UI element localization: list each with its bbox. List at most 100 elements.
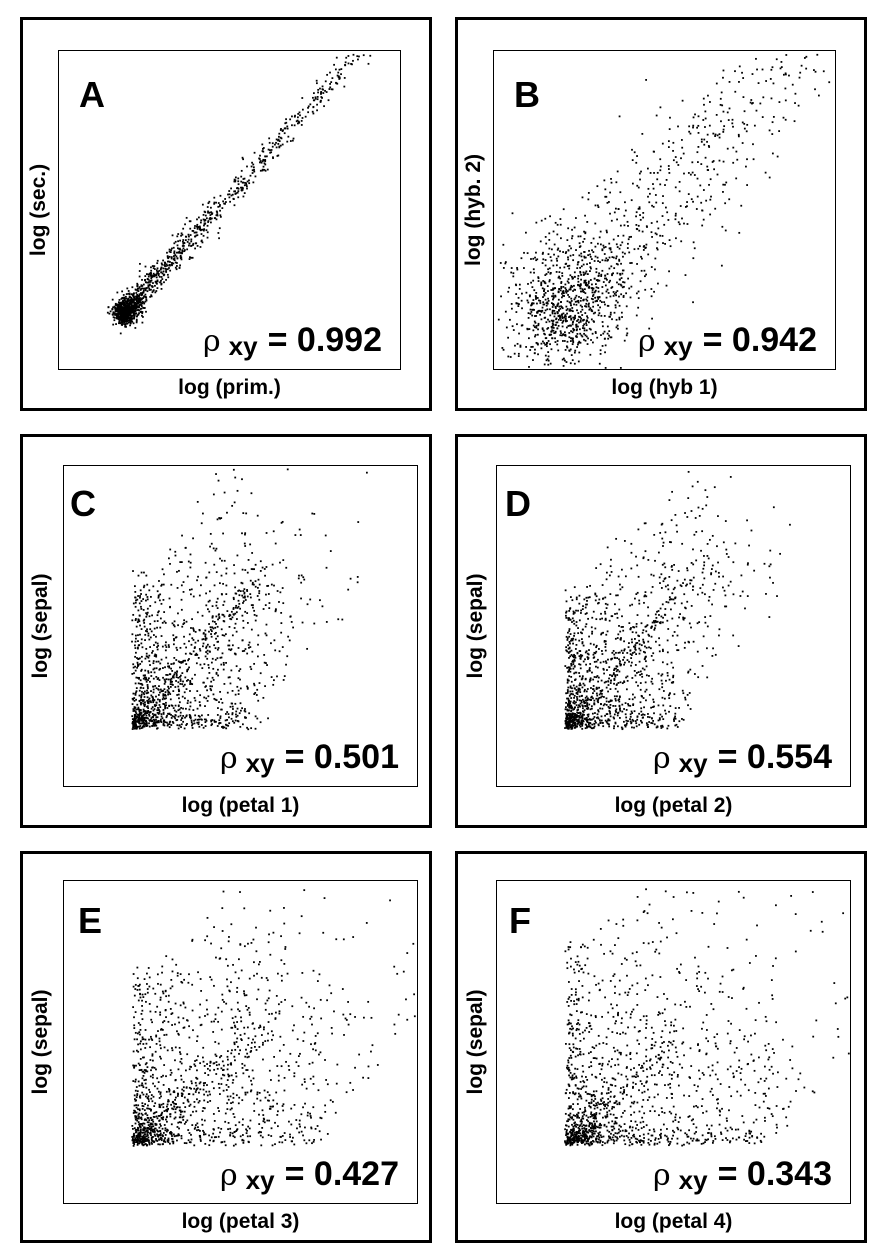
scatter-point	[140, 727, 143, 729]
scatter-point	[539, 313, 542, 316]
scatter-point	[204, 633, 207, 636]
scatter-point	[140, 670, 143, 672]
scatter-point	[588, 635, 590, 638]
scatter-point	[154, 653, 157, 656]
scatter-point	[153, 719, 156, 722]
scatter-point	[542, 251, 544, 254]
scatter-point	[677, 164, 680, 166]
scatter-point	[148, 660, 151, 663]
scatter-point	[205, 229, 208, 232]
scatter-point	[746, 123, 749, 126]
scatter-point	[158, 708, 160, 711]
scatter-point	[220, 628, 223, 631]
scatter-point	[137, 706, 140, 709]
scatter-point	[240, 581, 243, 584]
scatter-point	[196, 218, 198, 221]
scatter-point	[710, 195, 712, 198]
scatter-point	[595, 650, 598, 653]
scatter-point	[580, 297, 582, 299]
scatter-point	[236, 489, 239, 492]
scatter-point	[704, 156, 707, 159]
scatter-point	[205, 645, 208, 648]
scatter-point	[592, 692, 594, 695]
scatter-point	[268, 602, 271, 604]
scatter-point	[139, 289, 142, 291]
scatter-point	[125, 325, 127, 328]
scatter-point	[737, 135, 740, 138]
scatter-point	[140, 292, 142, 294]
scatter-point	[704, 489, 707, 492]
scatter-point	[652, 659, 655, 662]
scatter-point	[517, 296, 520, 299]
scatter-point	[577, 360, 580, 363]
scatter-point	[230, 187, 232, 190]
scatter-point	[609, 593, 612, 595]
scatter-point	[234, 476, 237, 479]
scatter-point	[618, 247, 621, 250]
scatter-point	[668, 239, 671, 242]
scatter-point	[142, 674, 145, 677]
scatter-point	[571, 660, 574, 663]
scatter-point	[631, 159, 634, 162]
scatter-point	[569, 362, 572, 365]
scatter-point	[586, 263, 588, 266]
scatter-point	[638, 660, 641, 663]
scatter-point	[644, 550, 647, 553]
scatter-point	[131, 728, 134, 730]
scatter-point	[523, 267, 525, 269]
scatter-point	[568, 349, 571, 352]
scatter-point	[212, 627, 215, 630]
scatter-point	[550, 248, 553, 251]
scatter-point	[270, 676, 273, 678]
scatter-point	[619, 273, 622, 276]
scatter-point	[770, 68, 773, 71]
scatter-point	[129, 324, 131, 327]
scatter-point	[778, 130, 781, 132]
scatter-point	[203, 228, 206, 231]
scatter-point	[611, 256, 614, 258]
scatter-point	[546, 285, 549, 288]
scatter-point	[565, 288, 568, 291]
scatter-point	[119, 305, 121, 308]
scatter-point	[118, 299, 121, 301]
scatter-point	[138, 722, 141, 725]
scatter-point	[769, 563, 772, 566]
scatter-point	[203, 718, 206, 721]
scatter-point	[657, 227, 660, 230]
scatter-point	[647, 614, 650, 617]
scatter-point	[599, 230, 602, 233]
scatter-point	[113, 319, 116, 322]
scatter-point	[241, 478, 243, 481]
scatter-point	[621, 316, 623, 318]
scatter-point	[233, 572, 236, 575]
scatter-point	[112, 323, 115, 326]
scatter-point	[597, 680, 600, 683]
scatter-point	[566, 727, 568, 730]
scatter-point	[617, 283, 620, 286]
scatter-point	[699, 587, 702, 590]
scatter-point	[677, 221, 680, 224]
scatter-point	[551, 306, 554, 308]
scatter-point	[510, 267, 513, 269]
scatter-point	[662, 704, 665, 707]
scatter-point	[669, 598, 672, 600]
scatter-point	[257, 699, 260, 702]
scatter-point	[152, 714, 155, 717]
scatter-point	[126, 314, 129, 317]
scatter-point	[535, 291, 538, 294]
scatter-point	[164, 666, 166, 669]
scatter-point	[711, 655, 714, 657]
scatter-point	[108, 312, 111, 315]
scatter-point	[145, 287, 148, 290]
scatter-point	[199, 694, 202, 697]
scatter-point	[232, 596, 235, 599]
scatter-point	[137, 618, 140, 621]
scatter-point	[316, 109, 318, 112]
scatter-point	[534, 321, 537, 324]
scatter-point	[273, 584, 275, 587]
scatter-point	[137, 664, 140, 667]
scatter-point	[569, 304, 572, 306]
scatter-point	[772, 581, 774, 584]
scatter-point	[285, 663, 287, 666]
scatter-point	[189, 717, 192, 720]
